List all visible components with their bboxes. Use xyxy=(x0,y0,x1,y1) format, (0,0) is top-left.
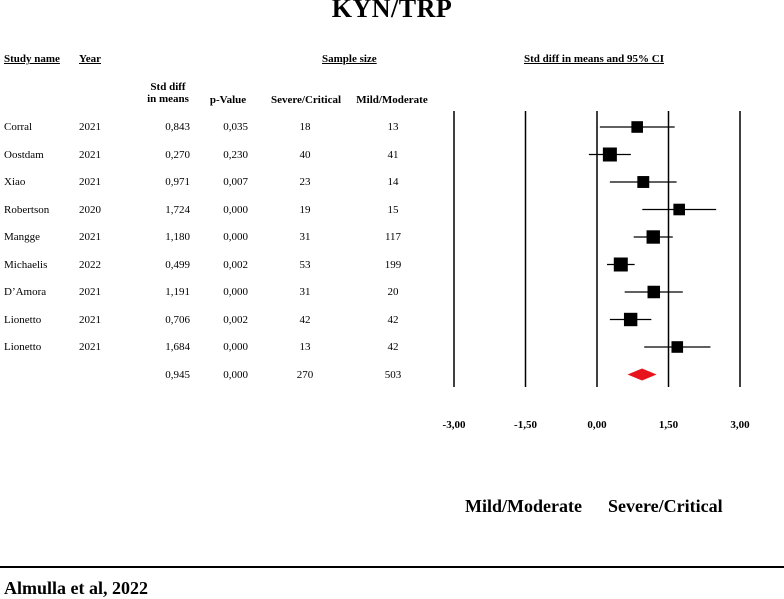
study-name-cell: Corral xyxy=(4,121,33,133)
mild-n-cell: 199 xyxy=(384,258,402,271)
p-value-cell: 0,230 xyxy=(223,148,248,161)
mild-n-cell: 15 xyxy=(387,203,399,216)
summary-p-value-cell: 0,000 xyxy=(223,368,248,381)
effect-marker xyxy=(671,341,684,353)
p-value-cell: 0,002 xyxy=(223,313,248,326)
severe-n-cell: 53 xyxy=(299,258,311,271)
effect-marker xyxy=(673,203,685,216)
smd-cell: 0,270 xyxy=(165,148,190,161)
study-year-cell: 2021 xyxy=(79,148,101,161)
severe-n-cell: 19 xyxy=(299,203,311,216)
study-year-cell: 2021 xyxy=(79,313,101,326)
forest-plot: -3,00 -1,50 0,00 1,50 3,00 xyxy=(443,111,750,431)
effect-marker xyxy=(647,285,661,299)
study-name-cell: Oostdam xyxy=(4,148,44,161)
header-p-value: p-Value xyxy=(209,94,247,106)
smd-cell: 1,180 xyxy=(165,231,190,243)
study-year-cell: 2020 xyxy=(79,203,101,216)
smd-cell: 0,706 xyxy=(165,313,190,326)
summary-severe-n-cell: 270 xyxy=(296,368,314,381)
footer-citation: Almulla et al, 2022 xyxy=(4,578,148,598)
footer-divider xyxy=(0,566,784,568)
header-study-name: Study name xyxy=(4,53,60,65)
study-name-cell: D’Amora xyxy=(4,286,47,298)
study-year-cell: 2021 xyxy=(79,341,101,353)
p-value-cell: 0,007 xyxy=(223,176,248,188)
severe-n-cell: 18 xyxy=(299,121,311,133)
smd-cell: 1,684 xyxy=(165,341,190,353)
mild-n-cell: 20 xyxy=(387,286,399,298)
x-tick-label: -1,50 xyxy=(514,419,537,431)
summary-diamond xyxy=(627,368,657,381)
mild-n-cell: 14 xyxy=(387,176,399,188)
effect-marker xyxy=(602,147,617,162)
study-name-cell: Robertson xyxy=(4,203,50,216)
severe-n-cell: 31 xyxy=(299,231,311,243)
study-year-cell: 2021 xyxy=(79,176,101,188)
severe-n-cell: 23 xyxy=(299,176,311,188)
header-year: Year xyxy=(79,53,101,65)
p-value-cell: 0,035 xyxy=(223,121,248,133)
header-severe: Severe/Critical xyxy=(270,94,342,106)
effect-marker xyxy=(646,230,660,244)
severe-n-cell: 40 xyxy=(299,148,311,161)
favours-right-label: Severe/Critical xyxy=(608,496,723,516)
severe-n-cell: 31 xyxy=(299,286,311,298)
chart-title: KYN/TRP xyxy=(331,0,453,23)
x-tick-label: -3,00 xyxy=(443,419,466,431)
effect-marker xyxy=(623,312,638,327)
severe-n-cell: 13 xyxy=(299,341,311,353)
effect-marker xyxy=(637,176,650,188)
smd-cell: 0,843 xyxy=(165,121,190,133)
study-name-cell: Mangge xyxy=(4,231,41,243)
effect-marker xyxy=(613,257,628,272)
smd-cell: 1,191 xyxy=(165,286,190,298)
mild-n-cell: 41 xyxy=(387,148,399,161)
smd-cell: 0,499 xyxy=(165,258,190,271)
p-value-cell: 0,000 xyxy=(223,286,248,298)
mild-n-cell: 117 xyxy=(384,231,402,243)
study-year-cell: 2021 xyxy=(79,231,101,243)
header-sample-size: Sample size xyxy=(322,53,377,65)
study-name-cell: Michaelis xyxy=(4,258,48,271)
effect-marker xyxy=(631,121,643,133)
study-year-cell: 2022 xyxy=(79,258,101,271)
mild-n-cell: 42 xyxy=(387,313,399,326)
study-year-cell: 2021 xyxy=(79,286,101,298)
header-std-diff: Std diff in means xyxy=(147,81,189,105)
p-value-cell: 0,000 xyxy=(223,203,248,216)
mild-n-cell: 13 xyxy=(387,121,399,133)
summary-smd-cell: 0,945 xyxy=(165,368,190,381)
x-tick-label: 1,50 xyxy=(659,419,679,431)
favours-left-label: Mild/Moderate xyxy=(465,496,582,516)
p-value-cell: 0,000 xyxy=(223,231,248,243)
severe-n-cell: 42 xyxy=(299,313,311,326)
x-tick-label: 0,00 xyxy=(587,419,607,431)
x-tick-label: 3,00 xyxy=(730,419,750,431)
smd-cell: 0,971 xyxy=(165,176,190,188)
study-name-cell: Lionetto xyxy=(4,313,42,326)
study-name-cell: Lionetto xyxy=(4,341,42,353)
header-ci: Std diff in means and 95% CI xyxy=(524,53,664,65)
summary-mild-n-cell: 503 xyxy=(384,368,402,381)
smd-cell: 1,724 xyxy=(165,203,190,216)
study-name-cell: Xiao xyxy=(4,176,26,188)
mild-n-cell: 42 xyxy=(387,341,399,353)
header-mild: Mild/Moderate xyxy=(356,94,428,106)
study-year-cell: 2021 xyxy=(79,121,101,133)
p-value-cell: 0,000 xyxy=(223,341,248,353)
p-value-cell: 0,002 xyxy=(223,258,248,271)
